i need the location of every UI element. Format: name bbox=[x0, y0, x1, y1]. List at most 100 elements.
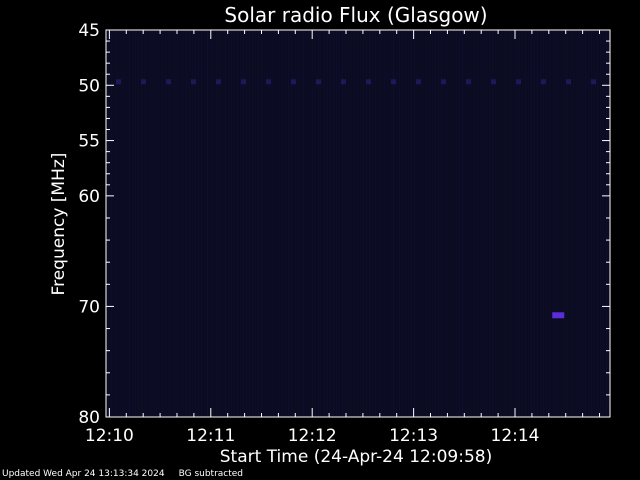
noise-streak bbox=[588, 31, 589, 416]
line-50mhz-dot bbox=[541, 79, 546, 85]
x-tick-label: 12:11 bbox=[186, 426, 235, 446]
noise-streak bbox=[228, 31, 229, 416]
noise-streak bbox=[555, 31, 556, 416]
noise-streak bbox=[531, 31, 532, 416]
line-50mhz bbox=[116, 79, 596, 85]
noise-streak bbox=[498, 31, 499, 416]
noise-streak bbox=[459, 31, 460, 416]
x-tick-label: 12:13 bbox=[389, 426, 438, 446]
noise-streak bbox=[273, 31, 274, 416]
noise-streak bbox=[162, 31, 163, 416]
line-50mhz-dot bbox=[116, 79, 121, 85]
noise-streak bbox=[579, 31, 580, 416]
noise-streak bbox=[321, 31, 322, 416]
noise-streak bbox=[159, 31, 160, 416]
noise-streak bbox=[147, 31, 148, 416]
line-50mhz-dot bbox=[516, 79, 521, 85]
noise-streak bbox=[423, 31, 424, 416]
noise-streak bbox=[513, 31, 514, 416]
noise-streak bbox=[570, 31, 571, 416]
noise-streak bbox=[405, 31, 406, 416]
noise-streak bbox=[540, 31, 541, 416]
noise-streak bbox=[264, 31, 265, 416]
noise-streak bbox=[414, 31, 415, 416]
noise-streak bbox=[258, 31, 259, 416]
noise-streak bbox=[111, 31, 112, 416]
noise-streak bbox=[354, 31, 355, 416]
line-50mhz-dot bbox=[316, 79, 321, 85]
y-tick-label: 55 bbox=[78, 132, 100, 152]
noise-streak bbox=[198, 31, 199, 416]
noise-streak bbox=[303, 31, 304, 416]
noise-streak bbox=[210, 31, 211, 416]
noise-streak bbox=[483, 31, 484, 416]
y-tick-label: 60 bbox=[78, 187, 100, 207]
noise-streak bbox=[366, 31, 367, 416]
noise-streak bbox=[582, 31, 583, 416]
line-50mhz-dot bbox=[341, 79, 346, 85]
noise-streak bbox=[261, 31, 262, 416]
y-tick-label: 45 bbox=[78, 21, 100, 41]
noise-streak bbox=[489, 31, 490, 416]
noise-streak bbox=[207, 31, 208, 416]
noise-streak bbox=[399, 31, 400, 416]
noise-streak bbox=[558, 31, 559, 416]
noise-streak bbox=[339, 31, 340, 416]
noise-streak bbox=[333, 31, 334, 416]
noise-streak bbox=[324, 31, 325, 416]
plot-frame bbox=[105, 29, 611, 418]
noise-streak bbox=[591, 31, 592, 416]
noise-streak bbox=[372, 31, 373, 416]
x-tick-label: 12:12 bbox=[288, 426, 337, 446]
noise-streak bbox=[231, 31, 232, 416]
noise-streak bbox=[378, 31, 379, 416]
noise-streak bbox=[576, 31, 577, 416]
noise-streak bbox=[429, 31, 430, 416]
noise-streak bbox=[165, 31, 166, 416]
noise-streak bbox=[327, 31, 328, 416]
noise-streak bbox=[180, 31, 181, 416]
line-50mhz-dot bbox=[216, 79, 221, 85]
noise-streak bbox=[495, 31, 496, 416]
noise-streak bbox=[456, 31, 457, 416]
noise-streak bbox=[564, 31, 565, 416]
noise-streak bbox=[606, 31, 607, 416]
noise-streak bbox=[546, 31, 547, 416]
noise-streak bbox=[420, 31, 421, 416]
noise-streak bbox=[135, 31, 136, 416]
line-50mhz-dot bbox=[391, 79, 396, 85]
noise-streak bbox=[297, 31, 298, 416]
noise-streak bbox=[336, 31, 337, 416]
noise-streak bbox=[252, 31, 253, 416]
noise-streak bbox=[507, 31, 508, 416]
line-50mhz-dot bbox=[466, 79, 471, 85]
line-50mhz-dot bbox=[291, 79, 296, 85]
noise-streak bbox=[156, 31, 157, 416]
noise-streak bbox=[330, 31, 331, 416]
noise-streak bbox=[120, 31, 121, 416]
noise-streak bbox=[351, 31, 352, 416]
noise-streak bbox=[204, 31, 205, 416]
noise-streak bbox=[435, 31, 436, 416]
noise-streak bbox=[186, 31, 187, 416]
noise-streak bbox=[123, 31, 124, 416]
noise-streak bbox=[501, 31, 502, 416]
line-50mhz-dot bbox=[366, 79, 371, 85]
y-axis-label: Frequency [MHz] bbox=[49, 153, 69, 296]
noise-streak bbox=[225, 31, 226, 416]
noise-streak bbox=[510, 31, 511, 416]
noise-streak bbox=[573, 31, 574, 416]
noise-streak bbox=[234, 31, 235, 416]
noise-streak bbox=[453, 31, 454, 416]
noise-streak bbox=[360, 31, 361, 416]
bg-note: BG subtracted bbox=[178, 469, 244, 479]
noise-streak bbox=[447, 31, 448, 416]
noise-streak bbox=[237, 31, 238, 416]
noise-streak bbox=[240, 31, 241, 416]
line-50mhz-dot bbox=[441, 79, 446, 85]
noise-streak bbox=[387, 31, 388, 416]
noise-streak bbox=[471, 31, 472, 416]
noise-streak bbox=[276, 31, 277, 416]
noise-streak bbox=[270, 31, 271, 416]
